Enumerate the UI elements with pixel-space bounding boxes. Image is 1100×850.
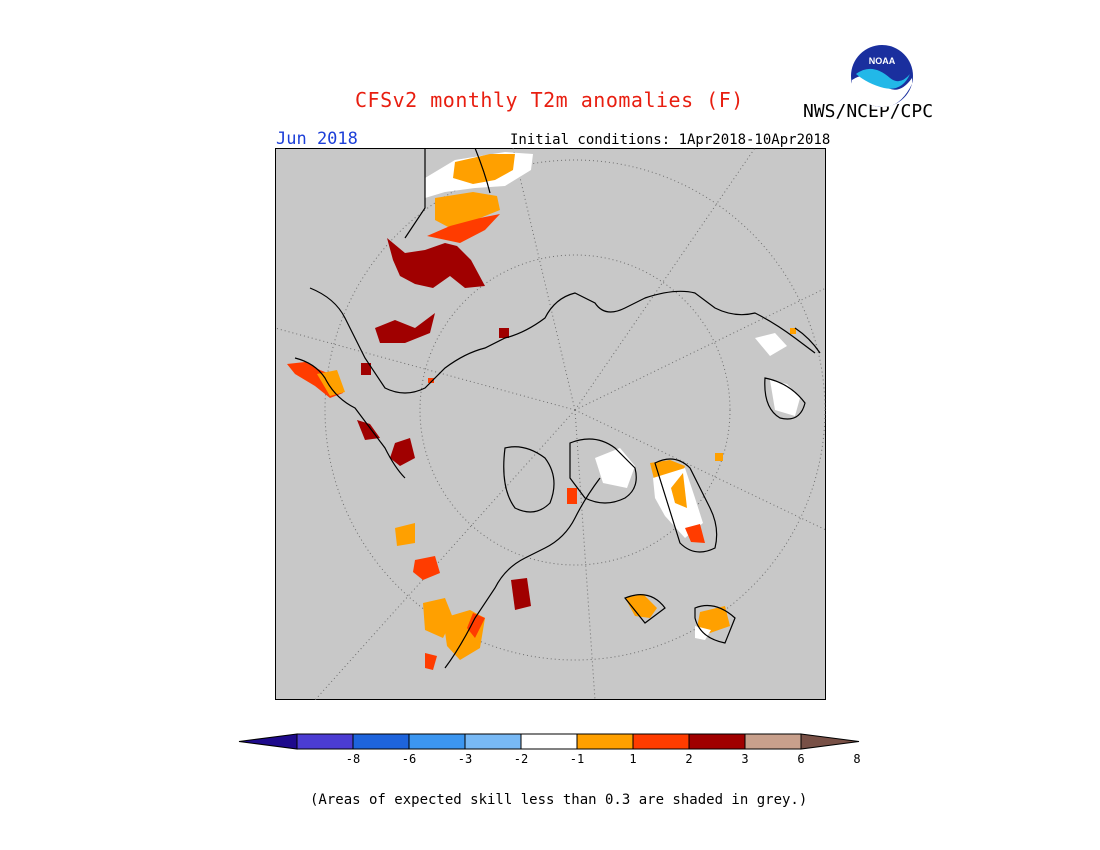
east-asia-coast — [794, 327, 821, 354]
anomaly-region-white — [755, 333, 787, 356]
anomaly-region-darkred — [499, 328, 509, 338]
legend-swatch — [296, 733, 354, 750]
anomaly-region-orange — [697, 606, 730, 633]
eurasia-coast — [309, 287, 816, 394]
island-coast — [764, 377, 806, 420]
anomaly-region-orange — [453, 154, 515, 184]
legend-tick-label: -1 — [570, 752, 584, 766]
legend-swatch — [352, 733, 410, 750]
legend-tick-label: 8 — [853, 752, 860, 766]
graticule — [275, 148, 826, 700]
legend-tick-label: 1 — [629, 752, 636, 766]
anomaly-region-orange — [671, 473, 687, 508]
anomaly-region-orange — [790, 328, 796, 334]
meridian-line — [574, 287, 826, 411]
color-legend: -8 -6 -3 -2 -1 1 2 3 6 8 — [238, 733, 861, 766]
legend-tick-labels: -8 -6 -3 -2 -1 1 2 3 6 8 — [346, 752, 861, 766]
anomaly-region-red — [427, 214, 500, 243]
polar-map — [275, 148, 826, 700]
coastlines — [294, 148, 821, 669]
latitude-circle — [324, 159, 826, 661]
anomaly-region-darkred — [357, 420, 380, 440]
legend-swatches — [238, 733, 860, 750]
anomaly-region-white — [770, 380, 800, 416]
target-month: Jun 2018 — [276, 129, 358, 149]
legend-swatch — [408, 733, 466, 750]
legend-swatch — [464, 733, 522, 750]
legend-swatch — [632, 733, 690, 750]
initial-conditions: Initial conditions: 1Apr2018-10Apr2018 — [510, 132, 831, 148]
meridian-line — [574, 148, 756, 411]
logo-text: NOAA — [869, 56, 896, 66]
arabia-coast — [474, 148, 491, 194]
agency-label: NWS/NCEP/CPC — [803, 101, 934, 122]
greenland-coast — [569, 438, 637, 504]
legend-swatch — [576, 733, 634, 750]
anomaly-region-red — [413, 556, 440, 580]
anomaly-region-red — [685, 524, 705, 543]
legend-tick-label: -3 — [458, 752, 472, 766]
legend-swatch — [520, 733, 578, 750]
anomaly-region-orange — [395, 523, 415, 546]
legend-tick-label: 6 — [797, 752, 804, 766]
map-frame — [275, 148, 826, 700]
anomaly-region-orange — [625, 594, 657, 618]
latitude-circle — [419, 254, 731, 566]
red-sea-coast — [404, 148, 426, 239]
canada-coast — [444, 477, 601, 669]
legend-tick-label: -6 — [402, 752, 416, 766]
anomaly-region-darkred — [387, 238, 485, 288]
meridian-line — [512, 148, 576, 411]
legend-tick-label: -8 — [346, 752, 360, 766]
alaska-coast — [654, 458, 718, 553]
logo-wave — [852, 75, 912, 108]
meridian-line — [574, 409, 596, 700]
legend-swatch — [688, 733, 746, 750]
europe-coast — [294, 357, 406, 479]
anomaly-region-darkred — [390, 438, 415, 466]
skill-footnote: (Areas of expected skill less than 0.3 a… — [310, 792, 808, 808]
arctic-islands-coast — [503, 446, 555, 513]
island-coast — [624, 594, 666, 624]
anomaly-shading — [287, 152, 800, 670]
legend-tick-label: -2 — [514, 752, 528, 766]
meridian-line — [314, 409, 576, 700]
anomaly-region-darkred — [361, 363, 371, 375]
island-coast — [694, 605, 736, 644]
anomaly-region-darkred — [375, 313, 435, 343]
noaa-logo: NOAA — [851, 45, 913, 108]
chart-title: CFSv2 monthly T2m anomalies (F) — [355, 88, 744, 112]
anomaly-region-red — [428, 378, 434, 383]
anomaly-region-red — [425, 653, 437, 670]
anomaly-region-red — [567, 488, 577, 504]
logo-gull — [856, 68, 910, 89]
anomaly-region-orange — [715, 453, 723, 461]
legend-tick-label: 2 — [685, 752, 692, 766]
legend-arrow-low — [238, 733, 298, 750]
anomaly-region-red — [467, 613, 485, 638]
anomaly-region-darkred — [511, 578, 531, 610]
legend-swatch — [744, 733, 802, 750]
anomaly-region-orange — [435, 192, 500, 228]
legend-arrow-high — [800, 733, 860, 750]
legend-tick-label: 3 — [741, 752, 748, 766]
